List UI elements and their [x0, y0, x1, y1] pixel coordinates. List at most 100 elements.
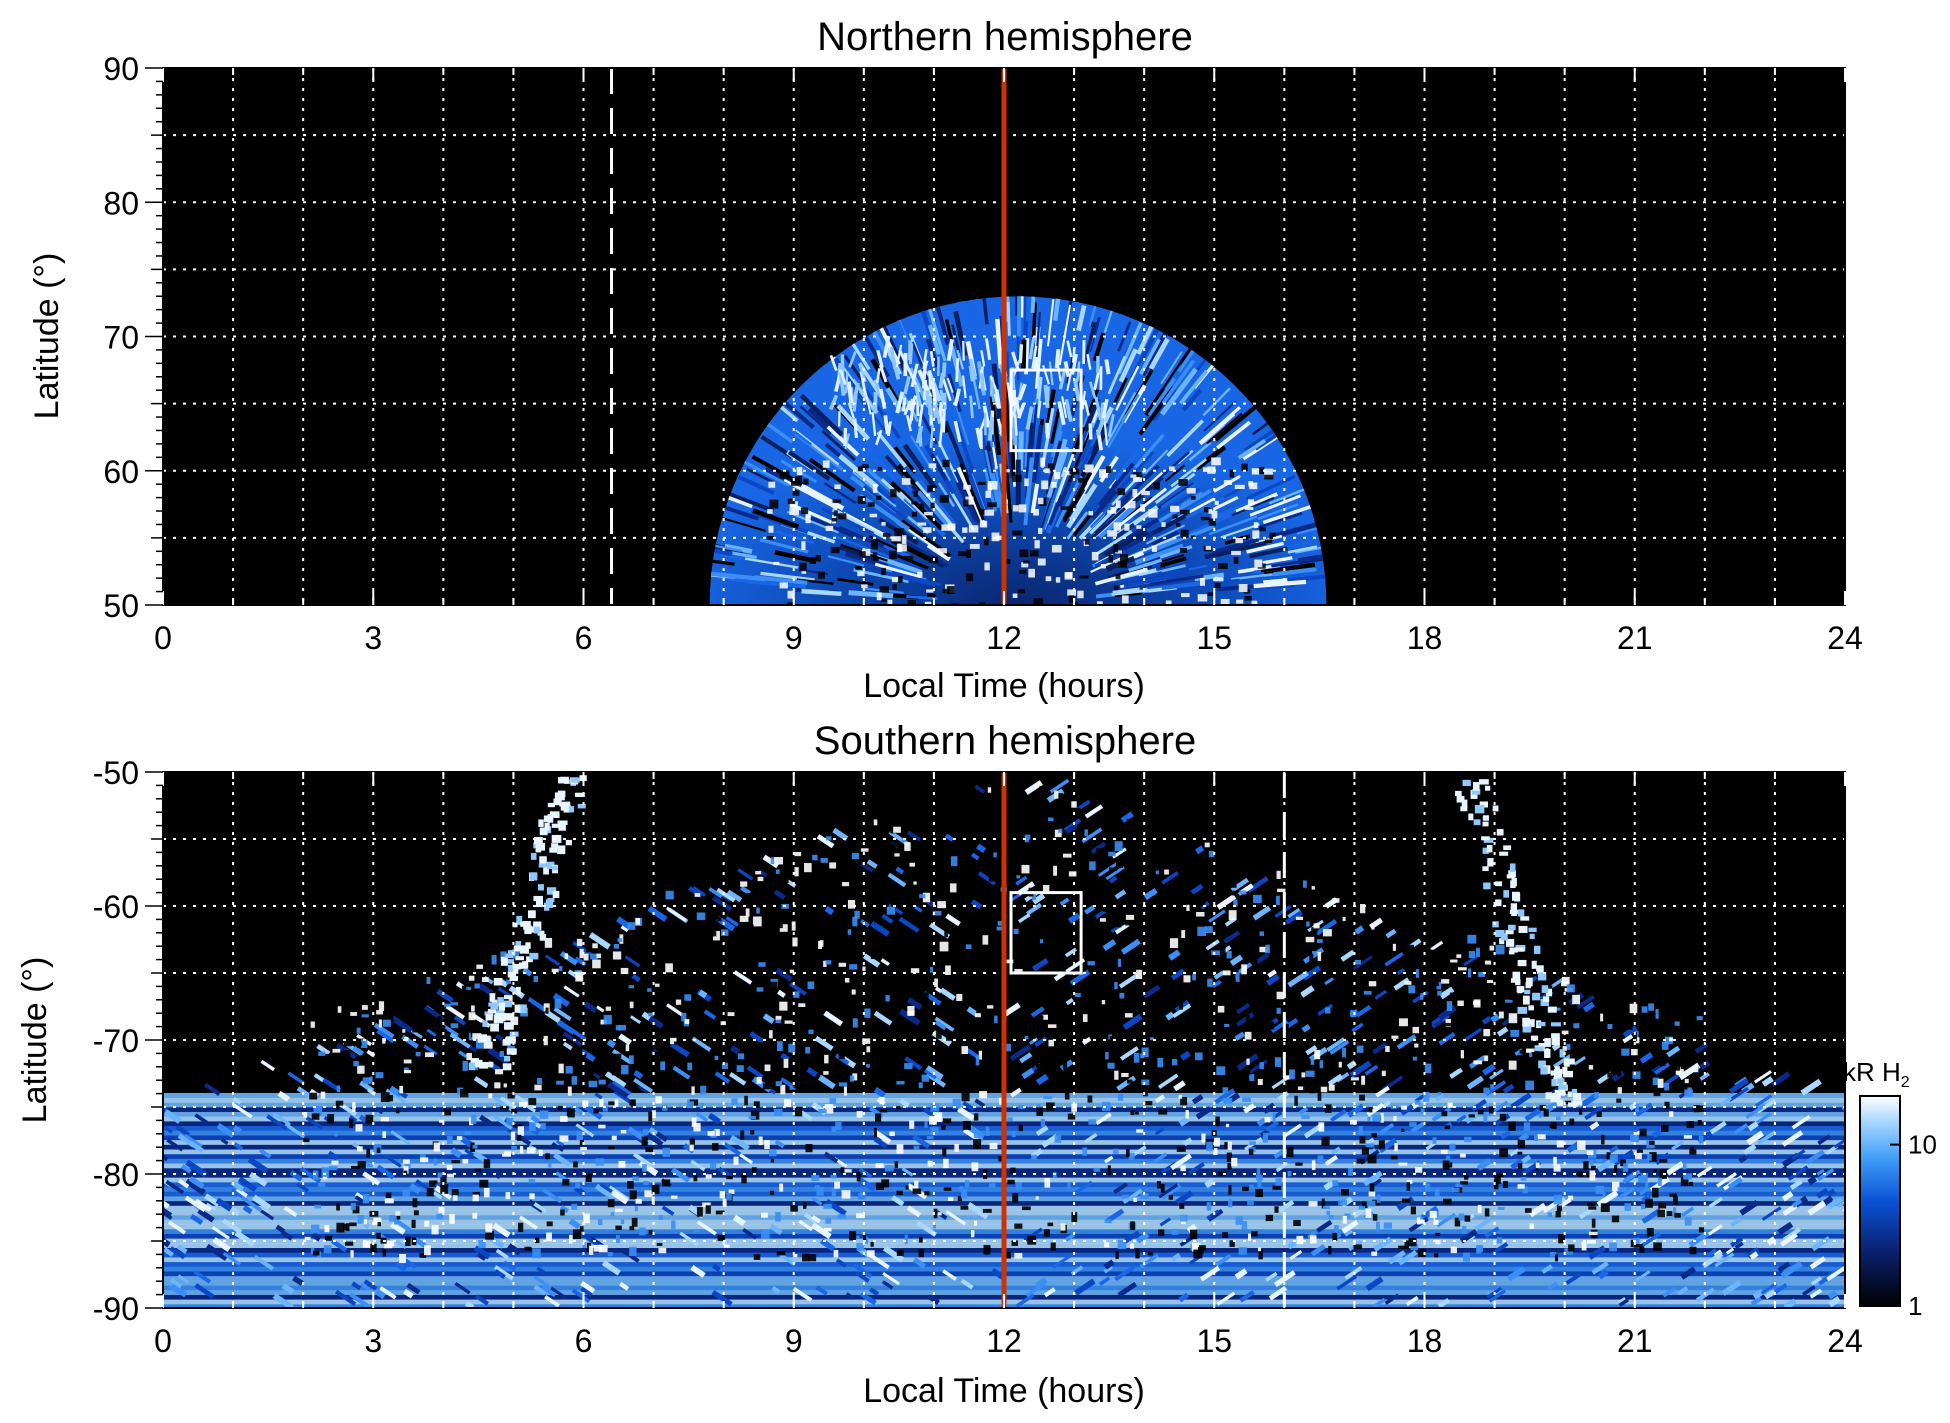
emission-speckle: [329, 1067, 337, 1075]
emission-speckle: [979, 953, 985, 963]
emission-speckle: [767, 535, 774, 540]
emission-streak: [806, 1066, 818, 1078]
emission-streak: [541, 1284, 557, 1298]
emission-speckle: [353, 1061, 359, 1067]
emission-streak: [222, 1252, 241, 1266]
emission-speckle: [959, 1186, 964, 1191]
emission-speckle: [840, 1167, 845, 1173]
emission-speckle: [1045, 576, 1052, 582]
emission-streak: [169, 1246, 186, 1260]
emission-streak: [714, 1071, 731, 1084]
emission-speckle: [468, 1012, 476, 1021]
bright-arc-segment: [470, 1058, 480, 1067]
emission-speckle: [1249, 1184, 1254, 1188]
bright-band-streak: [1081, 390, 1086, 410]
emission-speckle: [647, 988, 652, 992]
emission-speckle: [1508, 1121, 1516, 1131]
emission-speckle: [1175, 854, 1185, 859]
emission-streak: [1760, 1282, 1778, 1295]
bright-arc-segment: [525, 942, 531, 949]
emission-streak: [1116, 1075, 1136, 1092]
emission-speckle: [1372, 954, 1379, 964]
bright-arc-segment: [1462, 779, 1471, 787]
emission-speckle: [670, 1195, 678, 1199]
emission-speckle: [987, 787, 992, 793]
emission-streak: [823, 482, 857, 505]
emission-speckle: [375, 1072, 384, 1079]
emission-streak: [1262, 556, 1293, 565]
bright-arc-segment: [546, 887, 557, 895]
emission-speckle: [380, 1092, 390, 1103]
bright-arc-segment: [1554, 1089, 1561, 1098]
emission-speckle: [1565, 1007, 1573, 1015]
emission-speckle: [722, 1198, 727, 1207]
emission-speckle: [1018, 1036, 1025, 1044]
emission-speckle: [510, 1131, 516, 1141]
emission-streak: [1108, 875, 1118, 884]
emission-streak: [939, 987, 956, 1001]
bright-arc-segment: [558, 823, 566, 831]
emission-speckle: [1408, 1237, 1417, 1247]
emission-streak: [330, 1239, 348, 1253]
emission-speckle: [1017, 589, 1025, 594]
emission-speckle: [693, 951, 700, 958]
emission-speckle: [1371, 1133, 1377, 1138]
emission-streak: [633, 1077, 653, 1094]
emission-speckle: [1649, 1140, 1655, 1145]
emission-speckle: [1659, 1159, 1668, 1163]
emission-streak: [492, 1222, 511, 1238]
emission-streak: [1282, 1123, 1302, 1139]
emission-streak: [1154, 488, 1201, 519]
emission-streak: [1336, 1274, 1358, 1291]
emission-speckle: [1128, 500, 1136, 509]
emission-speckle: [715, 1210, 725, 1215]
emission-streak: [1541, 1264, 1553, 1274]
emission-speckle: [556, 1080, 564, 1085]
emission-streak: [984, 449, 993, 479]
emission-speckle: [1596, 1111, 1602, 1118]
emission-speckle: [1105, 1051, 1109, 1060]
emission-speckle: [903, 555, 914, 560]
emission-speckle: [926, 1136, 934, 1140]
emission-speckle: [620, 1129, 627, 1134]
emission-speckle: [805, 511, 811, 518]
emission-speckle: [433, 1142, 440, 1152]
emission-speckle: [392, 1059, 396, 1066]
emission-speckle: [1460, 1059, 1469, 1063]
bright-arc-segment: [1562, 1066, 1568, 1074]
emission-speckle: [945, 965, 951, 975]
emission-speckle: [713, 930, 720, 941]
emission-speckle: [1365, 965, 1373, 974]
emission-speckle: [884, 1165, 894, 1172]
bright-band-streak: [993, 393, 1000, 409]
emission-streak: [838, 453, 879, 490]
emission-streak: [887, 465, 913, 492]
emission-speckle: [1586, 1239, 1596, 1244]
emission-speckle: [1092, 928, 1101, 932]
emission-speckle: [1600, 1203, 1610, 1213]
emission-speckle: [873, 1127, 877, 1138]
emission-speckle: [872, 484, 878, 493]
emission-speckle: [1630, 1239, 1636, 1248]
emission-speckle: [984, 562, 990, 571]
y-tick-label: -80: [93, 1157, 139, 1193]
emission-speckle: [940, 976, 948, 985]
emission-streak: [1020, 339, 1027, 371]
emission-streak: [729, 492, 775, 513]
emission-streak: [1263, 465, 1296, 485]
emission-speckle: [1113, 1148, 1119, 1155]
emission-speckle: [1133, 890, 1143, 900]
emission-speckle: [1082, 1147, 1088, 1156]
emission-streak: [1090, 555, 1125, 573]
emission-speckle: [1444, 1125, 1451, 1130]
emission-speckle: [1522, 1186, 1528, 1194]
emission-streak: [1166, 419, 1204, 457]
emission-speckle: [1445, 1022, 1454, 1027]
emission-speckle: [1124, 523, 1130, 531]
emission-speckle: [985, 1126, 990, 1137]
emission-streak: [1688, 1231, 1710, 1248]
emission-speckle: [513, 1124, 522, 1128]
emission-speckle: [1321, 1136, 1330, 1146]
emission-speckle: [1010, 1167, 1016, 1174]
emission-streak: [834, 1053, 850, 1066]
